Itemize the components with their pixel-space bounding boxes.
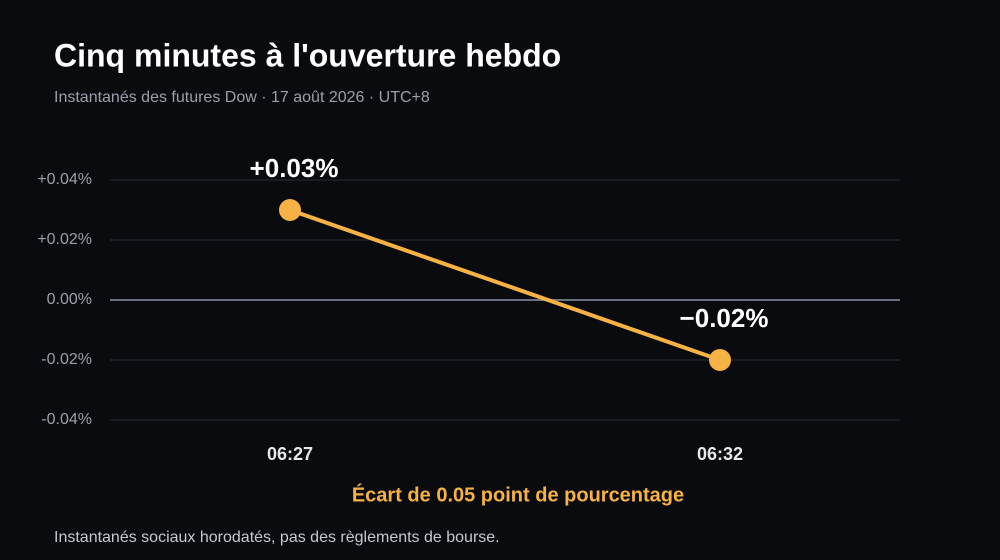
chart-subtitle: Instantanés des futures Dow · 17 août 20… (54, 89, 430, 106)
value-label: +0.03% (250, 153, 339, 183)
annotation: Écart de 0.05 point de pourcentage (352, 483, 684, 506)
y-tick-label: 0.00% (47, 291, 92, 308)
footnote: Instantanés sociaux horodatés, pas des r… (54, 529, 500, 546)
y-tick-label: +0.02% (37, 231, 92, 248)
y-tick-label: -0.04% (41, 411, 92, 428)
point (279, 199, 301, 221)
y-tick-label: +0.04% (37, 171, 92, 188)
line (289, 208, 721, 362)
point (709, 349, 731, 371)
y-tick-label: -0.02% (41, 351, 92, 368)
chart-title: Cinq minutes à l'ouverture hebdo (54, 37, 561, 73)
value-label: −0.02% (680, 303, 769, 333)
x-tick-label: 06:32 (697, 444, 743, 464)
x-tick-label: 06:27 (267, 444, 313, 464)
